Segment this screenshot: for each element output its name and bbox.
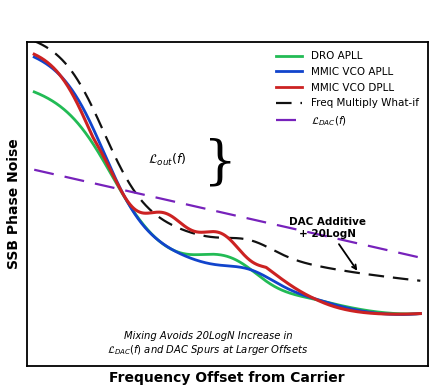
Text: DAC Additive
+ 20LogN: DAC Additive + 20LogN	[289, 218, 366, 269]
Legend: DRO APLL, MMIC VCO APLL, MMIC VCO DPLL, Freq Multiply What-if, $\mathcal{L}_{DAC: DRO APLL, MMIC VCO APLL, MMIC VCO DPLL, …	[272, 47, 422, 132]
Y-axis label: SSB Phase Noise: SSB Phase Noise	[7, 138, 21, 269]
Text: $\mathcal{L}_{out}(f)$: $\mathcal{L}_{out}(f)$	[148, 152, 186, 168]
Text: {: {	[190, 134, 224, 185]
Text: Mixing Avoids 20LogN Increase in
$\mathcal{L}_{DAC}(f)$ and DAC Spurs at Larger : Mixing Avoids 20LogN Increase in $\mathc…	[107, 330, 308, 357]
X-axis label: Frequency Offset from Carrier: Frequency Offset from Carrier	[109, 371, 344, 385]
